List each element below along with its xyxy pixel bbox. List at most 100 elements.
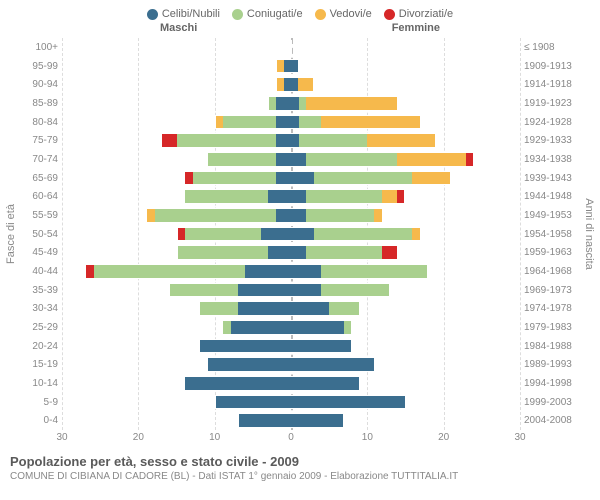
pyramid-row bbox=[62, 57, 520, 76]
y-axis-right: ≤ 19081909-19131914-19181919-19231924-19… bbox=[520, 38, 582, 430]
legend-item[interactable]: Celibi/Nubili bbox=[147, 8, 220, 20]
stacked-bar bbox=[85, 264, 291, 279]
stacked-bar bbox=[207, 152, 291, 167]
legend-marker bbox=[315, 9, 326, 20]
stacked-bar bbox=[291, 115, 421, 130]
birth-year-label: 1944-1948 bbox=[524, 187, 572, 206]
male-half bbox=[62, 131, 291, 150]
stacked-bar bbox=[276, 59, 291, 74]
bar-segment bbox=[306, 153, 397, 166]
birth-year-label: 1984-1988 bbox=[524, 337, 572, 356]
male-half bbox=[62, 75, 291, 94]
female-half bbox=[291, 337, 520, 356]
plot bbox=[62, 38, 520, 430]
bar-segment bbox=[94, 265, 246, 278]
birth-year-label: 1939-1943 bbox=[524, 169, 572, 188]
bar-segment bbox=[231, 321, 291, 334]
legend-item[interactable]: Coniugati/e bbox=[232, 8, 303, 20]
x-tick: 10 bbox=[209, 432, 220, 443]
bar-segment bbox=[291, 78, 298, 91]
bar-segment bbox=[277, 78, 284, 91]
female-half bbox=[291, 57, 520, 76]
legend-item[interactable]: Divorziati/e bbox=[384, 8, 453, 20]
age-label: 15-19 bbox=[32, 355, 58, 374]
stacked-bar bbox=[184, 376, 291, 391]
stacked-bar bbox=[207, 357, 291, 372]
male-half bbox=[62, 411, 291, 430]
pyramid-row bbox=[62, 374, 520, 393]
birth-year-label: 1974-1978 bbox=[524, 299, 572, 318]
bar-segment bbox=[276, 172, 291, 185]
female-half bbox=[291, 206, 520, 225]
bar-segment bbox=[314, 228, 412, 241]
bar-segment bbox=[299, 134, 367, 147]
bar-segment bbox=[306, 190, 382, 203]
age-label: 95-99 bbox=[32, 57, 58, 76]
age-label: 25-29 bbox=[32, 318, 58, 337]
stacked-bar bbox=[291, 376, 360, 391]
male-half bbox=[62, 57, 291, 76]
stacked-bar bbox=[215, 115, 291, 130]
y-axis-right-title: Anni di nascita bbox=[582, 38, 596, 430]
birth-year-label: 1949-1953 bbox=[524, 206, 572, 225]
x-tick: 20 bbox=[133, 432, 144, 443]
birth-year-label: 1994-1998 bbox=[524, 374, 572, 393]
age-label: 35-39 bbox=[32, 281, 58, 300]
age-label: 90-94 bbox=[32, 75, 58, 94]
bar-segment bbox=[268, 246, 291, 259]
age-label: 75-79 bbox=[32, 131, 58, 150]
female-half bbox=[291, 169, 520, 188]
x-ticks: 3020100102030 bbox=[62, 430, 520, 448]
bar-segment bbox=[185, 377, 291, 390]
stacked-bar bbox=[291, 59, 299, 74]
bar-segment bbox=[466, 153, 474, 166]
male-label: Maschi bbox=[160, 22, 197, 34]
stacked-bar bbox=[291, 227, 421, 242]
bar-segment bbox=[208, 358, 291, 371]
bar-segment bbox=[291, 209, 306, 222]
birth-year-label: 1924-1928 bbox=[524, 113, 572, 132]
stacked-bar bbox=[276, 77, 291, 92]
bar-segment bbox=[291, 97, 299, 110]
pyramid-row bbox=[62, 243, 520, 262]
bar-segment bbox=[321, 284, 389, 297]
bar-segment bbox=[291, 116, 299, 129]
male-half bbox=[62, 281, 291, 300]
stacked-bar bbox=[177, 245, 292, 260]
x-tick: 0 bbox=[288, 432, 294, 443]
female-half bbox=[291, 262, 520, 281]
age-label: 45-49 bbox=[32, 243, 58, 262]
bar-segment bbox=[269, 97, 276, 110]
stacked-bar bbox=[161, 133, 291, 148]
bar-segment bbox=[208, 153, 276, 166]
bar-segment bbox=[223, 116, 276, 129]
bar-segment bbox=[329, 302, 359, 315]
bar-segment bbox=[276, 97, 291, 110]
age-label: 70-74 bbox=[32, 150, 58, 169]
female-half bbox=[291, 299, 520, 318]
age-label: 5-9 bbox=[44, 393, 58, 412]
bar-segment bbox=[314, 172, 413, 185]
pyramid-row bbox=[62, 411, 520, 430]
pyramid-row bbox=[62, 262, 520, 281]
pyramid-row bbox=[62, 393, 520, 412]
x-tick: 30 bbox=[56, 432, 67, 443]
legend-label: Vedovi/e bbox=[330, 8, 372, 20]
stacked-bar bbox=[184, 189, 291, 204]
legend-item[interactable]: Vedovi/e bbox=[315, 8, 372, 20]
bar-segment bbox=[245, 265, 291, 278]
bar-segment bbox=[162, 134, 177, 147]
bar-segment bbox=[177, 134, 275, 147]
bar-segment bbox=[321, 265, 427, 278]
bar-segment bbox=[397, 153, 465, 166]
female-half bbox=[291, 150, 520, 169]
bar-segment bbox=[367, 134, 435, 147]
female-half bbox=[291, 131, 520, 150]
bar-segment bbox=[268, 190, 291, 203]
female-half bbox=[291, 225, 520, 244]
female-half bbox=[291, 187, 520, 206]
age-label: 30-34 bbox=[32, 299, 58, 318]
stacked-bar bbox=[146, 208, 291, 223]
bar-segment bbox=[147, 209, 155, 222]
bar-segment bbox=[344, 321, 352, 334]
